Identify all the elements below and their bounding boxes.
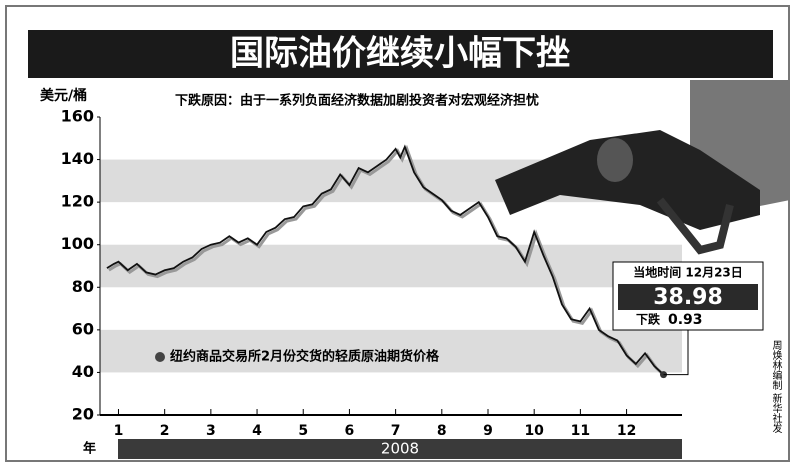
y-tick-label: 140 (61, 149, 94, 168)
chart-title: 国际油价继续小幅下挫 (230, 34, 570, 74)
y-axis-label: 美元/桶 (40, 87, 87, 104)
band (100, 244, 682, 288)
x-tick-label: 12 (617, 423, 636, 439)
y-tick-label: 20 (72, 405, 94, 424)
frame (5, 5, 790, 462)
callout-change-label: 下跌 (636, 312, 661, 327)
x-tick-label: 8 (437, 423, 447, 439)
callout-leader (663, 330, 689, 376)
callout-value: 38.98 (653, 285, 723, 310)
y-tick-label: 120 (61, 192, 94, 211)
x-tick-label: 4 (252, 423, 262, 439)
title-bar (28, 30, 773, 78)
x-tick-label: 1 (114, 423, 124, 439)
x-tick-label: 6 (345, 423, 355, 439)
callout-value-bg (618, 284, 758, 310)
year-bar (118, 439, 682, 459)
x-tick-label: 2 (160, 423, 170, 439)
y-tick-label: 60 (72, 319, 94, 338)
fuel-nozzle (495, 80, 790, 255)
x-axis-label: 年 (83, 441, 96, 457)
x-tick-label: 10 (524, 423, 544, 439)
y-tick-label: 80 (72, 277, 94, 296)
callout-title: 当地时间 12月23日 (633, 265, 743, 280)
x-tick-label: 3 (206, 423, 216, 439)
band (100, 329, 682, 373)
legend-marker (155, 352, 165, 362)
y-tick-label: 40 (72, 362, 94, 381)
x-tick-label: 7 (391, 423, 401, 439)
y-tick-label: 100 (61, 234, 94, 253)
x-tick-label: 9 (483, 423, 493, 439)
credit: 周焕林编制 新华社发 (770, 340, 782, 434)
price-line (106, 144, 665, 376)
subtitle: 下跌原因：由于一系列负面经济数据加剧投资者对宏观经济担忧 (175, 93, 539, 109)
legend-label: 纽约商品交易所2月份交货的轻质原油期货价格 (170, 349, 440, 365)
year-label: 2008 (381, 440, 419, 458)
x-tick-label: 5 (298, 423, 308, 439)
y-tick-label: 160 (61, 107, 94, 126)
callout-change: 0.93 (668, 312, 703, 328)
x-tick-label: 11 (571, 423, 590, 439)
